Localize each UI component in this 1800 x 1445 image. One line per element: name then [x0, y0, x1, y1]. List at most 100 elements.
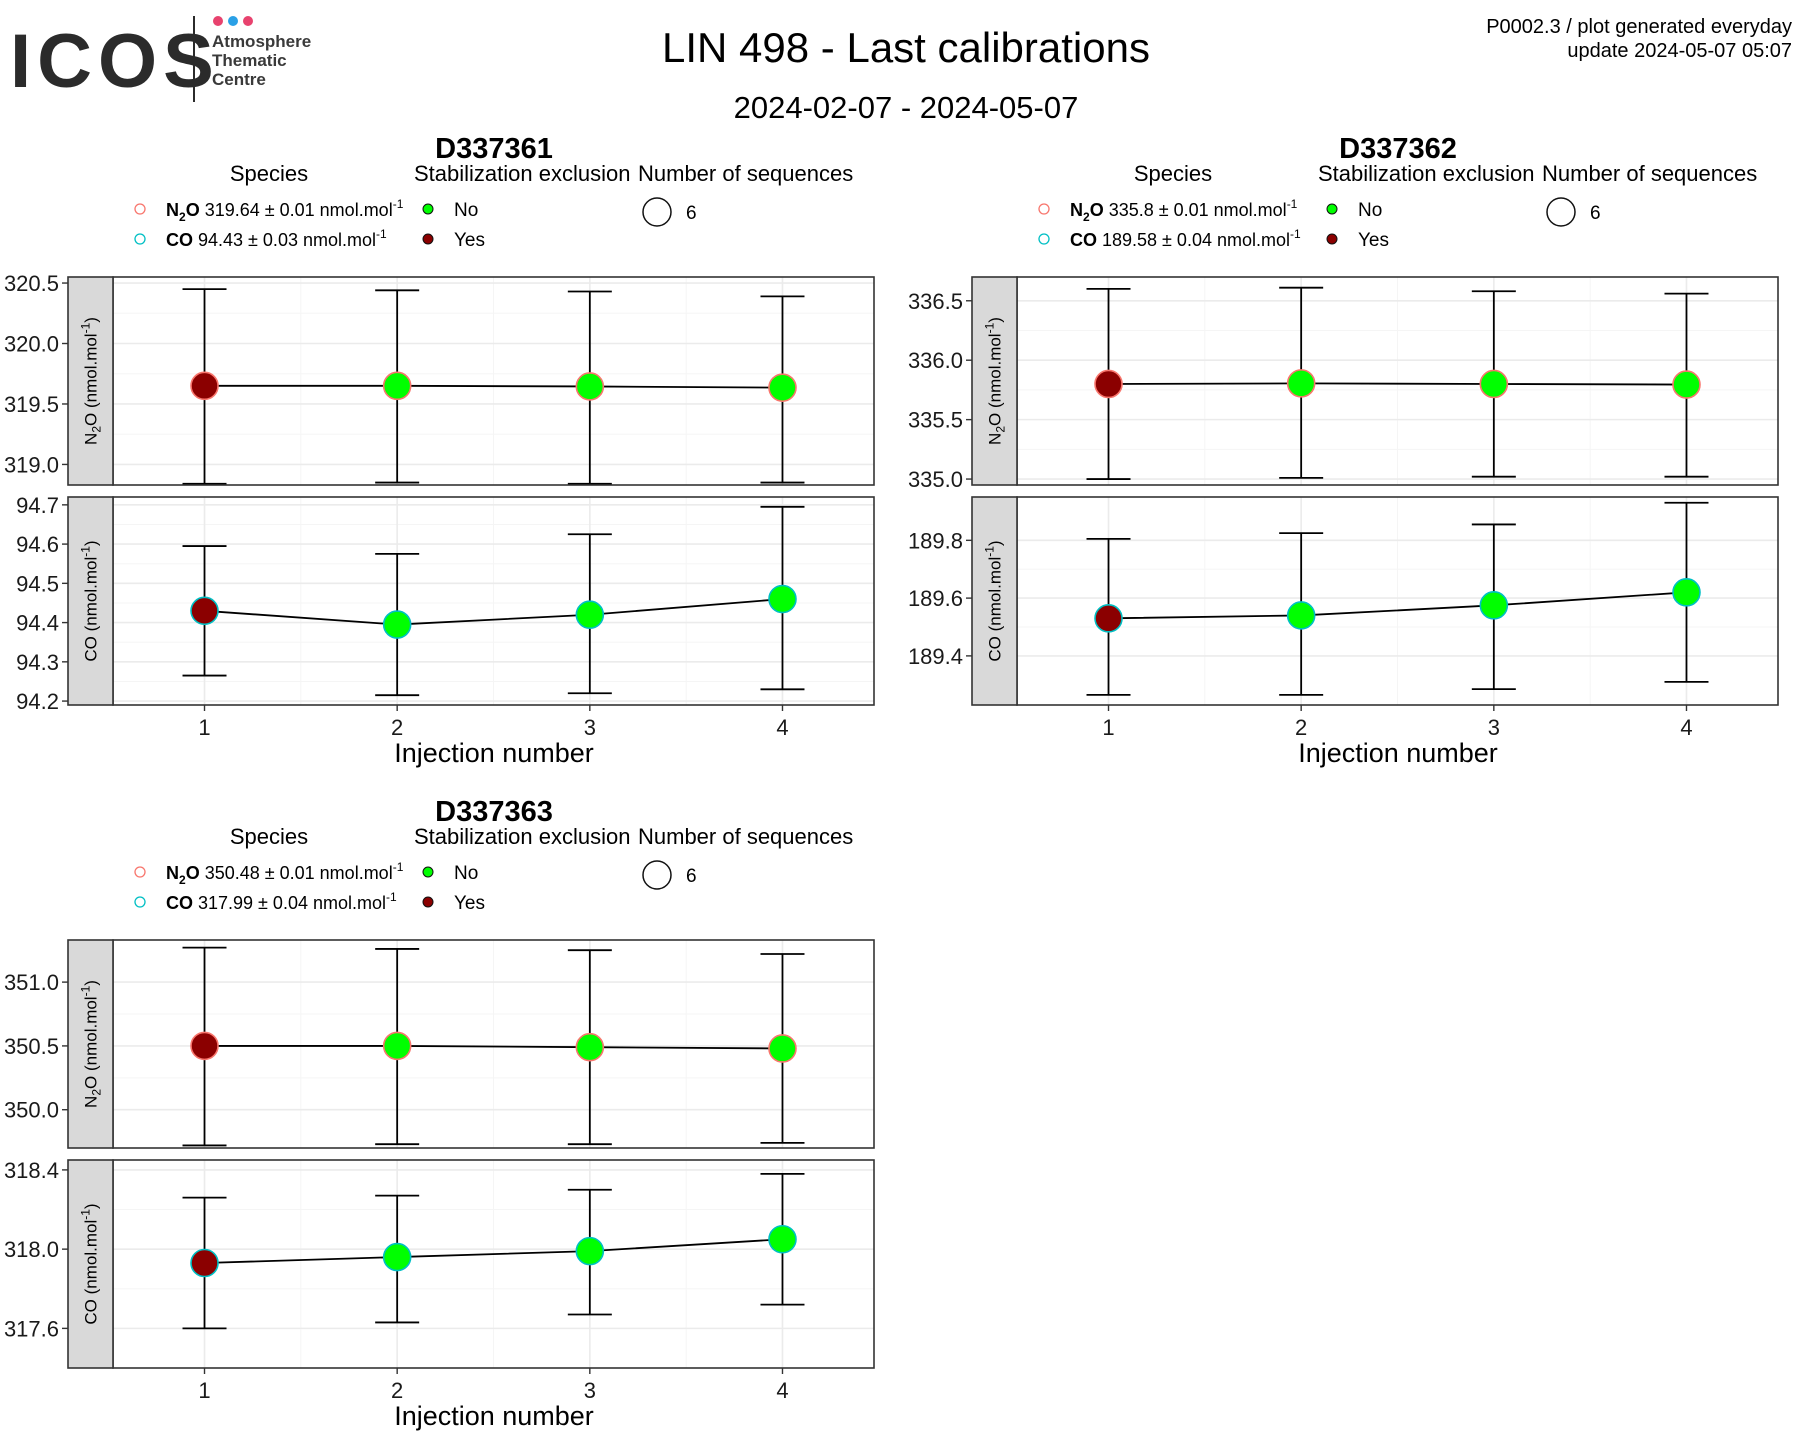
y-tick-label: 336.5: [908, 289, 963, 314]
x-tick-label: 3: [584, 715, 596, 740]
facet-strip-label: N2O (nmol.mol-1): [983, 317, 1008, 445]
data-point: [575, 1236, 605, 1266]
data-point: [768, 584, 797, 614]
facet-strip-label: CO (nmol.mol-1): [983, 540, 1005, 661]
x-tick-label: 1: [198, 715, 210, 740]
x-tick-label: 2: [391, 715, 403, 740]
data-point: [768, 1034, 797, 1063]
x-tick-label: 2: [391, 1378, 403, 1403]
legend-key-stab-no: [422, 203, 434, 215]
logo-subtitle-line: Atmosphere: [212, 32, 311, 51]
panel-co: CO (nmol.mol-1) 317.6 318.0 318.4: [4, 1158, 875, 1369]
legend-label-co: CO 94.43 ± 0.03 nmol.mol-1: [166, 227, 387, 250]
y-tick-label: 350.5: [4, 1034, 59, 1059]
legend-title-species: Species: [1134, 161, 1212, 186]
logo-dot: [228, 16, 238, 26]
logo-subtitle-line: Centre: [212, 70, 266, 89]
data-point: [1479, 369, 1509, 399]
legend-label-sequences: 6: [686, 203, 697, 224]
y-tick-label: 94.4: [16, 611, 59, 636]
figure-d337362: D337362 Species Stabilization exclusion Num…: [908, 133, 1779, 768]
series-line: [204, 598, 783, 626]
y-tick-label: 319.0: [4, 452, 59, 477]
data-point: [1286, 601, 1316, 630]
facet-strip: [67, 276, 114, 486]
legend-key-n2o: [134, 203, 146, 215]
data-point: [768, 1224, 797, 1254]
figure-d337363: D337363 Species Stabilization exclusion Num…: [4, 796, 875, 1431]
legend-label-n2o: N2O 319.64 ± 0.01 nmol.mol-1: [166, 197, 404, 224]
panel-n2o: N2O (nmol.mol-1) 335.0 335.5 336.0 336.5: [908, 276, 1779, 492]
legend-key-co: [134, 896, 146, 908]
legend-label-n2o: N2O 335.8 ± 0.01 nmol.mol-1: [1070, 197, 1298, 224]
y-tick-label: 94.3: [16, 650, 59, 675]
figure-d337361: D337361 Species Stabilization exclusion Num…: [4, 133, 875, 768]
y-tick-label: 94.2: [16, 689, 59, 714]
legend-label-stab-yes: Yes: [1358, 230, 1389, 251]
y-tick-label: 350.0: [4, 1098, 59, 1123]
facet-strip: [67, 1159, 114, 1369]
legend-key-stab-yes: [422, 896, 434, 908]
legend-title-sequences: Number of sequences: [638, 161, 853, 186]
legend-key-sequences: [642, 197, 672, 227]
x-tick-label: 1: [198, 1378, 210, 1403]
data-point: [1672, 578, 1701, 607]
date-range: 2024-02-07 - 2024-05-07: [734, 90, 1079, 125]
legend-key-stab-no: [422, 866, 434, 878]
data-point: [1094, 369, 1123, 399]
data-point: [382, 1031, 412, 1061]
data-point: [190, 596, 219, 626]
data-point: [190, 1248, 219, 1278]
figure-title: D337361: [435, 133, 553, 165]
y-tick-label: 317.6: [4, 1316, 59, 1341]
x-axis-title: Injection number: [394, 738, 594, 768]
x-tick-label: 3: [1488, 715, 1500, 740]
figure-title: D337362: [1339, 133, 1457, 165]
data-point: [382, 371, 412, 401]
figures-group: D337361 Species Stabilization exclusion Num…: [4, 133, 1779, 1431]
legend-key-sequences: [642, 860, 672, 890]
facet-strip: [67, 496, 114, 706]
x-axis-title: Injection number: [394, 1401, 594, 1431]
facet-strip: [971, 276, 1018, 486]
panel-n2o: N2O (nmol.mol-1) 319.0 319.5 320.0 320.5: [4, 271, 875, 486]
y-tick-label: 318.0: [4, 1237, 59, 1262]
plot-meta-line-2: update 2024-05-07 05:07: [1567, 40, 1792, 62]
facet-strip: [67, 939, 114, 1149]
legend-title-species: Species: [230, 161, 308, 186]
legend-key-co: [134, 233, 146, 245]
data-point: [575, 1032, 605, 1062]
y-tick-label: 335.5: [908, 408, 963, 433]
legend-title-sequences: Number of sequences: [1542, 161, 1757, 186]
x-tick-label: 4: [776, 715, 788, 740]
facet-strip-label: CO (nmol.mol-1): [79, 1203, 101, 1324]
legend-key-n2o: [134, 866, 146, 878]
legend-key-stab-yes: [422, 233, 434, 245]
y-tick-label: 189.8: [908, 528, 963, 553]
figure-title: D337363: [435, 796, 553, 828]
logo-wordmark: ICOS: [10, 19, 220, 104]
series-line: [204, 1045, 783, 1050]
legend-key-stab-no: [1326, 203, 1338, 215]
page-title: LIN 498 - Last calibrations: [662, 24, 1150, 71]
y-tick-label: 94.5: [16, 571, 59, 596]
data-point: [1286, 369, 1316, 398]
logo-subtitle-line: Thematic: [212, 51, 287, 70]
y-tick-label: 94.6: [16, 532, 59, 557]
legend-title-sequences: Number of sequences: [638, 824, 853, 849]
data-point: [1672, 370, 1701, 399]
y-tick-label: 336.0: [908, 348, 963, 373]
y-tick-label: 320.5: [4, 271, 59, 296]
x-tick-label: 4: [1680, 715, 1692, 740]
y-tick-label: 335.0: [908, 467, 963, 492]
data-point: [768, 373, 797, 402]
y-tick-label: 94.7: [16, 493, 59, 518]
legend-label-stab-no: No: [1358, 200, 1382, 221]
data-point: [190, 1031, 219, 1061]
data-point: [190, 371, 219, 401]
y-tick-label: 320.0: [4, 332, 59, 357]
data-point: [575, 600, 605, 630]
plot-meta-line-1: P0002.3 / plot generated everyday: [1486, 16, 1792, 38]
